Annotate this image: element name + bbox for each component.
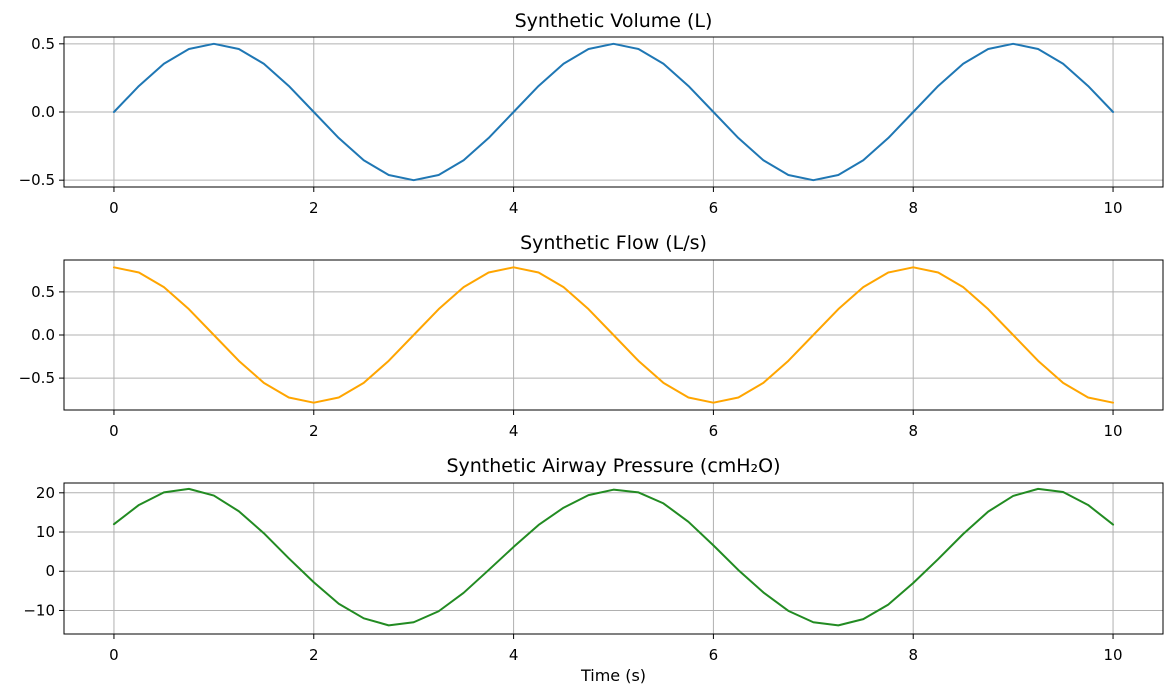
- y-tick-label: 10: [36, 523, 55, 541]
- x-tick-label: 2: [309, 199, 319, 217]
- series-line: [112, 487, 1115, 627]
- y-tick-label: −10: [23, 601, 55, 619]
- y-tick-label: −0.5: [19, 369, 55, 387]
- x-tick-label: 6: [709, 646, 719, 664]
- x-tick-label: 8: [908, 422, 918, 440]
- subplot-3: 0 2 4 6 8 10 −10 0 10 20 Synthetic Airway Pressure…: [23, 455, 1164, 685]
- x-tick-label: 10: [1103, 646, 1122, 664]
- x-tick-label: 10: [1103, 422, 1122, 440]
- x-tick-label: 0: [109, 646, 119, 664]
- y-tick-label: 20: [36, 484, 55, 502]
- chart-title: Synthetic Airway Pressure (cmH₂O): [446, 455, 780, 477]
- x-tick-label: 4: [509, 646, 519, 664]
- x-tick-label: 4: [509, 199, 519, 217]
- x-tick-label: 6: [709, 422, 719, 440]
- x-tick-label: 8: [908, 646, 918, 664]
- y-tick-label: 0.0: [31, 326, 55, 344]
- series-line: [112, 266, 1115, 404]
- x-tick-label: 2: [309, 646, 319, 664]
- x-tick-label: 2: [309, 422, 319, 440]
- y-tick-label: −0.5: [19, 171, 55, 189]
- y-tick-label: 0.0: [31, 103, 55, 121]
- y-tick-label: 0.5: [31, 283, 55, 301]
- subplot-1: 0 2 4 6 8 10 −0.5 0.0 0.5 Synthetic Volume (L): [19, 10, 1164, 217]
- x-tick-label: 0: [109, 199, 119, 217]
- chart-title: Synthetic Volume (L): [515, 10, 713, 32]
- x-tick-label: 8: [908, 199, 918, 217]
- x-tick-label: 0: [109, 422, 119, 440]
- x-tick-label: 6: [709, 199, 719, 217]
- x-tick-label: 4: [509, 422, 519, 440]
- y-tick-label: 0.5: [31, 35, 55, 53]
- y-tick-label: 0: [45, 562, 55, 580]
- x-axis-label: Time (s): [580, 666, 646, 685]
- series-line: [112, 42, 1115, 182]
- subplot-2: 0 2 4 6 8 10 −0.5 0.0 0.5 Synthetic Flow (L/s): [19, 232, 1164, 440]
- x-tick-label: 10: [1103, 199, 1122, 217]
- chart-title: Synthetic Flow (L/s): [520, 232, 707, 254]
- plot-frame: [63, 482, 1164, 635]
